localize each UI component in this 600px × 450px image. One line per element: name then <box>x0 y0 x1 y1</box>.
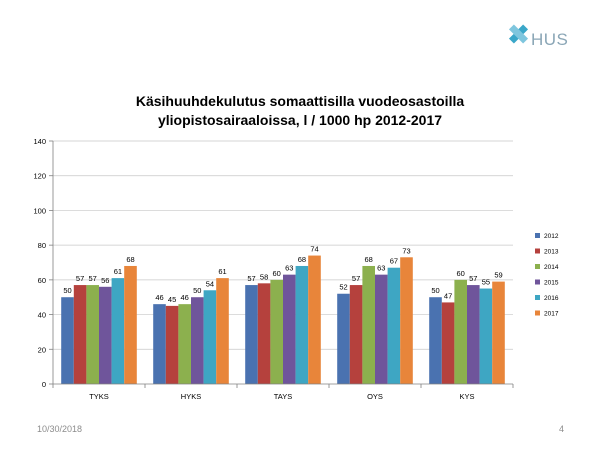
bar-oys-2016 <box>387 267 401 384</box>
data-label: 68 <box>126 255 134 264</box>
x-category-label: KYS <box>459 392 474 401</box>
bar-tays-2015 <box>283 274 296 384</box>
y-tick-label: 120 <box>33 172 46 181</box>
bar-kys-2015 <box>467 285 480 384</box>
data-label: 63 <box>377 264 385 273</box>
bar-oys-2017 <box>400 257 413 384</box>
data-label: 68 <box>298 255 306 264</box>
bar-kys-2014 <box>454 279 467 384</box>
data-label: 57 <box>469 274 477 283</box>
x-category-label: OYS <box>367 392 383 401</box>
bar-tays-2016 <box>295 265 309 384</box>
bar-kys-2012 <box>429 297 442 384</box>
legend-label: 2013 <box>544 249 559 256</box>
bar-hyks-2012 <box>153 304 166 384</box>
legend-label: 2014 <box>544 264 559 271</box>
y-tick-label: 40 <box>38 311 46 320</box>
y-tick-label: 60 <box>38 276 46 285</box>
bar-oys-2015 <box>375 274 388 384</box>
data-label: 52 <box>339 283 347 292</box>
data-label: 61 <box>218 267 226 276</box>
y-tick-label: 140 <box>33 137 46 146</box>
bar-tyks-2015 <box>99 286 112 384</box>
data-label: 50 <box>193 286 201 295</box>
slide-date: 10/30/2018 <box>37 424 83 434</box>
data-label: 60 <box>457 269 465 278</box>
data-label: 63 <box>285 264 293 273</box>
chart-title-line-1: Käsihuuhdekulutus somaattisilla vuodeosa… <box>135 93 465 109</box>
data-label: 56 <box>101 276 109 285</box>
data-label: 54 <box>206 279 214 288</box>
data-label: 60 <box>273 269 281 278</box>
data-label: 46 <box>181 293 189 302</box>
x-category-label: HYKS <box>181 392 201 401</box>
bar-kys-2013 <box>441 302 455 384</box>
bar-tyks-2012 <box>61 297 74 384</box>
legend-label: 2015 <box>544 280 559 287</box>
bar-tays-2017 <box>308 255 321 384</box>
bar-oys-2012 <box>337 293 350 384</box>
data-label: 57 <box>89 274 97 283</box>
bar-tyks-2017 <box>124 265 137 384</box>
bar-kys-2016 <box>479 288 493 384</box>
y-tick-label: 80 <box>38 241 46 250</box>
logo-text: HUS <box>531 30 569 49</box>
data-label: 47 <box>444 291 452 300</box>
bar-hyks-2017 <box>216 278 229 384</box>
data-label: 61 <box>114 267 122 276</box>
data-label: 58 <box>260 272 268 281</box>
data-label: 67 <box>390 257 398 266</box>
slide-page-number: 4 <box>559 424 565 434</box>
bar-oys-2014 <box>362 265 375 384</box>
legend-swatch <box>535 279 540 285</box>
bar-hyks-2013 <box>165 305 179 384</box>
legend-swatch <box>535 295 540 300</box>
legend: 2012 2013 2014 2015 2016 2017 <box>535 233 559 318</box>
data-label: 57 <box>247 274 255 283</box>
data-label: 50 <box>63 286 71 295</box>
y-tick-label: 100 <box>33 206 46 215</box>
data-label: 50 <box>431 286 439 295</box>
data-label: 46 <box>155 293 163 302</box>
x-category-label: TYKS <box>89 392 109 401</box>
bar-tyks-2016 <box>111 278 125 384</box>
y-tick-label: 0 <box>42 380 46 389</box>
bar-hyks-2015 <box>191 297 204 384</box>
bar-kys-2017 <box>492 281 505 384</box>
legend-swatch <box>535 233 540 238</box>
bar-tyks-2014 <box>86 285 99 384</box>
data-label: 59 <box>494 271 502 280</box>
bar-hyks-2016 <box>203 290 217 384</box>
data-label: 45 <box>168 295 176 304</box>
bar-tays-2012 <box>245 285 258 384</box>
data-label: 57 <box>352 274 360 283</box>
hus-logo-icon <box>508 24 529 44</box>
bar-tyks-2013 <box>73 285 87 384</box>
data-label: 73 <box>402 246 410 255</box>
data-labels: 50 57 57 56 61 68 46 45 46 50 54 61 57 58 60 63 68 74 52 57… <box>63 245 502 304</box>
data-label: 74 <box>310 245 318 254</box>
chart-title-line-2: yliopistosairaaloissa, l / 1000 hp 2012-… <box>157 112 443 128</box>
y-tick-label: 20 <box>38 345 46 354</box>
x-axis: TYKS HYKS TAYS OYS KYS <box>52 383 514 401</box>
bar-hyks-2014 <box>178 304 191 384</box>
legend-label: 2012 <box>544 233 559 240</box>
legend-swatch <box>535 248 540 254</box>
bar-tays-2013 <box>257 283 271 384</box>
bar-oys-2013 <box>349 285 363 384</box>
data-label: 55 <box>482 278 490 287</box>
chart-title: Käsihuuhdekulutus somaattisilla vuodeosa… <box>100 92 500 130</box>
legend-label: 2017 <box>544 311 559 318</box>
y-axis: 0 20 40 60 80 100 120 140 <box>33 137 54 389</box>
data-label: 68 <box>365 255 373 264</box>
legend-swatch <box>535 264 540 269</box>
legend-swatch <box>535 310 540 316</box>
x-category-label: TAYS <box>274 392 292 401</box>
legend-label: 2016 <box>544 295 559 302</box>
bars <box>61 255 505 384</box>
data-label: 57 <box>76 274 84 283</box>
bar-tays-2014 <box>270 279 283 384</box>
